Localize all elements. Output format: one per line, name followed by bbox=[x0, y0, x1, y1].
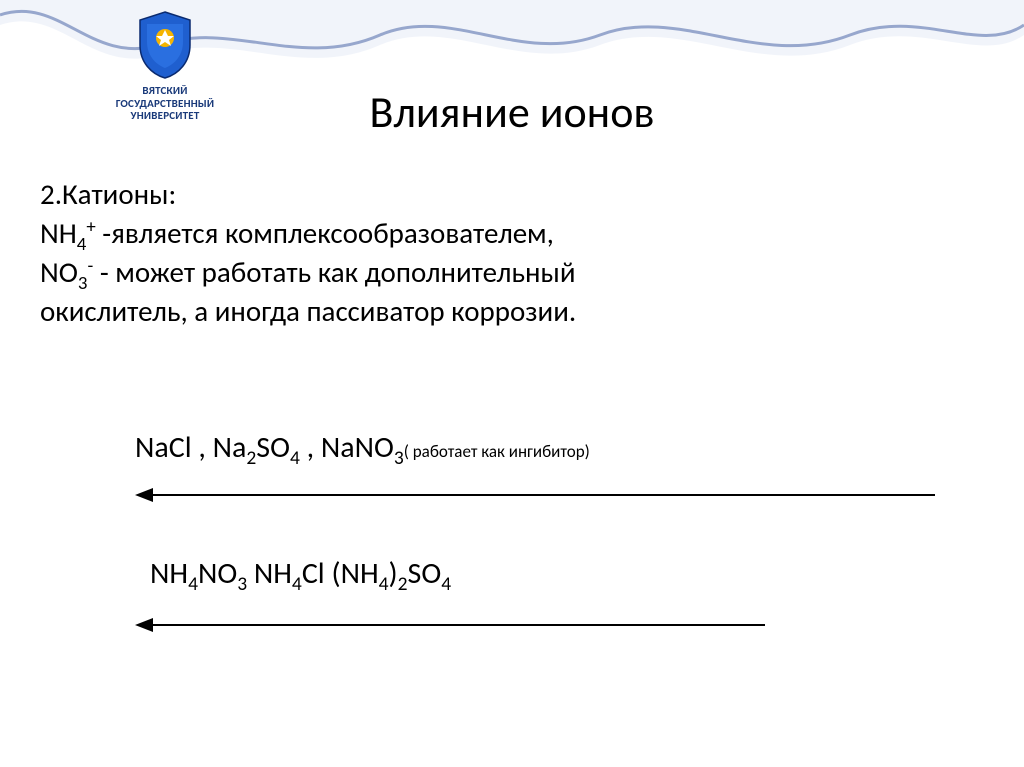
so4-text: SO bbox=[256, 429, 290, 466]
nano-text: , NaNO bbox=[300, 429, 394, 466]
nh4no3-a: NH bbox=[150, 555, 188, 592]
nh4cl-a: NH bbox=[247, 555, 292, 592]
body-line-4: окислитель, а иногда пассиватор коррозии… bbox=[40, 292, 984, 331]
nh4no3-b: NO bbox=[198, 555, 237, 592]
body-line-3: NO3- - может работать как дополнительный bbox=[40, 253, 984, 292]
inhibitor-note: ( работает как ингибитор) bbox=[404, 441, 590, 462]
nh42so4-a: Cl (NH bbox=[302, 555, 379, 592]
nh42so4-c: SO bbox=[408, 555, 442, 592]
formula-row-1: NaCl , Na2SO4 , NaNO3( работает как инги… bbox=[135, 430, 984, 466]
body-l2-text: -является комплексообразователем, bbox=[96, 215, 554, 251]
no3-label: NO bbox=[40, 254, 78, 290]
formula-row-2: NH4NO3 NH4Cl (NH4)2SO4 bbox=[150, 555, 451, 592]
page-title: Влияние ионов bbox=[0, 85, 1024, 139]
arrow-1 bbox=[135, 485, 935, 510]
arrow-2 bbox=[135, 615, 765, 640]
body-content: 2.Катионы: NH4+ -является комплексообраз… bbox=[40, 175, 984, 332]
nh4-label: NH bbox=[40, 215, 77, 251]
nh42so4-b: ) bbox=[389, 555, 398, 592]
body-line-1: 2.Катионы: bbox=[40, 175, 984, 214]
shield-icon bbox=[135, 10, 195, 80]
body-l3-text: - может работать как дополнительный bbox=[93, 254, 575, 290]
body-line-2: NH4+ -является комплексообразователем, bbox=[40, 214, 984, 253]
nacl-text: NaCl , Na bbox=[135, 429, 246, 466]
